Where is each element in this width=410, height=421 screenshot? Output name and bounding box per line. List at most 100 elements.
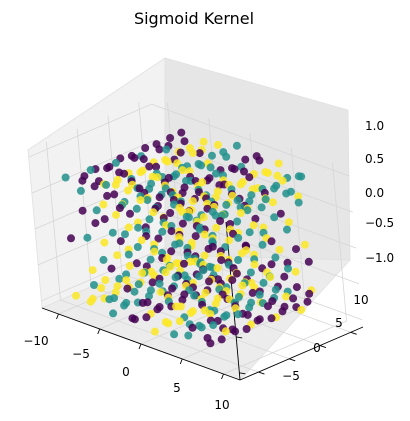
- scatter-point-series-3: [150, 327, 159, 336]
- scatter-point-series-1: [191, 232, 200, 241]
- scatter-point-series-1: [280, 272, 289, 281]
- scatter-point-series-3: [278, 176, 287, 185]
- x-tick-mark: [97, 328, 101, 335]
- scatter-point-series-3: [162, 255, 171, 264]
- scatter-point-series-2: [124, 250, 133, 259]
- scatter-point-series-3: [211, 299, 220, 308]
- scatter-point-series-2: [130, 287, 139, 296]
- scatter-point-series-1: [110, 190, 119, 199]
- scatter-point-series-3: [297, 305, 306, 314]
- scatter-point-series-1: [240, 167, 248, 176]
- scatter-point-series-3: [266, 273, 275, 281]
- scatter-point-series-3: [236, 180, 245, 189]
- scatter-point-series-2: [212, 169, 220, 178]
- z-tick-label: −1.0: [365, 251, 394, 265]
- scatter-point-series-3: [101, 276, 110, 284]
- scatter-point-series-3: [188, 197, 197, 206]
- x-tick-mark: [56, 313, 59, 320]
- scatter-point-series-1: [103, 191, 112, 200]
- scatter-point-series-1: [245, 173, 254, 182]
- scatter-point-series-2: [197, 161, 206, 170]
- y-tick-mark: [289, 358, 296, 362]
- scatter-point-series-2: [184, 213, 193, 222]
- scatter-point-series-3: [88, 266, 97, 275]
- scatter-point-series-3: [125, 261, 134, 270]
- scatter-point-series-1: [132, 259, 141, 268]
- z-ticks: −1.0 −0.5 0.0 0.5 1.0: [365, 119, 394, 265]
- y-tick-mark: [258, 371, 265, 375]
- scatter-point-series-1: [115, 204, 124, 212]
- scatter-point-series-1: [154, 234, 163, 243]
- scatter-point-series-1: [130, 315, 139, 324]
- scatter-point-series-2: [134, 223, 143, 232]
- scatter-point-series-1: [107, 264, 116, 273]
- x-grid-line: [140, 290, 265, 345]
- scatter-point-series-2: [132, 204, 141, 213]
- scatter-point-series-2: [222, 152, 231, 161]
- scatter-point-series-2: [155, 279, 164, 288]
- scatter-point-series-1: [145, 162, 154, 171]
- scatter-point-series-1: [152, 162, 161, 171]
- scatter-point-series-1: [103, 164, 112, 173]
- scatter-point-series-1: [116, 237, 125, 246]
- scatter-point-series-3: [212, 223, 221, 232]
- z-tick-label: −0.5: [365, 216, 394, 230]
- scatter-point-series-3: [199, 137, 208, 146]
- scatter-point-series-2: [206, 163, 215, 172]
- scatter-point-series-1: [148, 278, 157, 287]
- scatter-point-series-3: [137, 236, 146, 245]
- scatter-point-series-3: [221, 327, 230, 336]
- scatter-point-series-1: [264, 302, 272, 311]
- z-tick-label: 0.0: [365, 186, 384, 200]
- scatter-point-series-1: [91, 219, 100, 228]
- scatter-point-series-1: [141, 144, 150, 152]
- scatter-point-series-1: [178, 295, 187, 304]
- scatter-point-series-3: [213, 264, 222, 273]
- y-tick-label: −5: [282, 369, 300, 383]
- x-ticks: −10 −5 0 5 10: [23, 334, 229, 412]
- scatter-point-series-2: [234, 256, 243, 264]
- scatter-point-series-3: [99, 200, 108, 209]
- scatter-point-series-3: [178, 166, 187, 175]
- scatter-point-series-3: [111, 180, 120, 189]
- scatter-point-series-2: [199, 266, 208, 275]
- scatter-point-series-2: [297, 172, 306, 181]
- scatter-point-series-2: [232, 141, 241, 150]
- x-grid-line: [223, 320, 347, 375]
- scatter-point-series-1: [178, 219, 187, 228]
- scatter-point-series-2: [283, 225, 291, 234]
- scatter-point-series-1: [155, 145, 164, 154]
- scatter-point-series-3: [282, 292, 290, 301]
- scatter-point-series-1: [267, 237, 276, 246]
- scatter-point-series-3: [206, 310, 215, 318]
- scatter-point-series-3: [149, 208, 158, 217]
- scatter-point-series-1: [139, 155, 148, 164]
- scatter-point-series-2: [170, 330, 179, 339]
- scatter-point-series-3: [236, 209, 245, 217]
- scatter-point-series-3: [164, 319, 173, 328]
- scatter-point-series-1: [217, 256, 226, 265]
- scatter-point-series-2: [284, 264, 292, 273]
- scatter-point-series-2: [294, 198, 303, 207]
- scatter-point-series-2: [90, 281, 98, 289]
- scatter-point-series-2: [234, 292, 243, 301]
- scatter-point-series-2: [171, 240, 180, 249]
- scatter-point-series-2: [111, 158, 120, 167]
- grid-lines: [28, 102, 363, 375]
- scatter-point-series-1: [215, 181, 224, 190]
- scatter-point-series-3: [200, 230, 209, 239]
- z-tick-label: 0.5: [365, 152, 384, 166]
- z-grid-line: [157, 175, 357, 249]
- scatter-point-series-1: [230, 165, 239, 174]
- y-tick-mark: [319, 345, 327, 348]
- scatter-point-series-2: [86, 166, 95, 174]
- scatter-point-series-2: [255, 290, 264, 299]
- scatter-point-series-1: [253, 316, 262, 325]
- scatter-point-series-2: [208, 151, 216, 160]
- scatter-point-series-1: [166, 209, 175, 217]
- scatter-point-series-2: [194, 272, 203, 281]
- scatter-point-series-1: [204, 244, 213, 253]
- scatter-point-series-1: [251, 214, 260, 223]
- scatter-point-series-1: [278, 307, 287, 316]
- scatter-point-series-3: [113, 251, 122, 260]
